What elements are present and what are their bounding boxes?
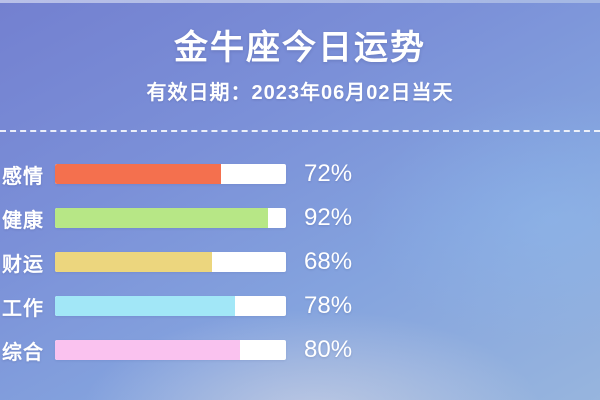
fortune-bar-fill — [55, 340, 240, 360]
fortune-bar-fill — [55, 208, 268, 228]
fortune-row: 财运 68% — [2, 248, 352, 276]
fortune-bar-fill — [55, 296, 236, 316]
header: 金牛座今日运势 有效日期：2023年06月02日当天 — [0, 0, 600, 104]
fortune-percentage: 72% — [304, 160, 353, 187]
fortune-bar-track — [55, 296, 286, 316]
dashed-divider — [0, 130, 600, 132]
top-edge-strip — [0, 0, 600, 3]
fortune-bar-track — [55, 252, 286, 272]
fortune-category-label: 综合 — [2, 341, 44, 364]
fortune-bar-fill — [55, 164, 222, 184]
fortune-percentage: 80% — [304, 336, 353, 363]
fortune-row: 综合 80% — [2, 336, 352, 364]
fortune-percentage: 92% — [304, 204, 353, 231]
fortune-row: 健康 92% — [2, 204, 352, 232]
fortune-category-label: 健康 — [2, 209, 44, 232]
fortune-percentage: 68% — [304, 248, 353, 275]
fortune-bar-track — [55, 208, 286, 228]
fortune-percentage: 78% — [304, 292, 353, 319]
fortune-bar-track — [55, 164, 286, 184]
fortune-row: 工作 78% — [2, 292, 352, 320]
fortune-bar-list: 感情 72% 健康 92% 财运 68% 工作 78% 综合 80% — [2, 160, 352, 384]
fortune-category-label: 工作 — [2, 297, 44, 320]
valid-date-label: 有效日期：2023年06月02日当天 — [146, 82, 454, 104]
fortune-category-label: 感情 — [2, 165, 44, 188]
page-title: 金牛座今日运势 — [174, 29, 426, 67]
fortune-bar-fill — [55, 252, 213, 272]
fortune-row: 感情 72% — [2, 160, 352, 188]
fortune-bar-track — [55, 340, 286, 360]
fortune-category-label: 财运 — [2, 253, 44, 276]
